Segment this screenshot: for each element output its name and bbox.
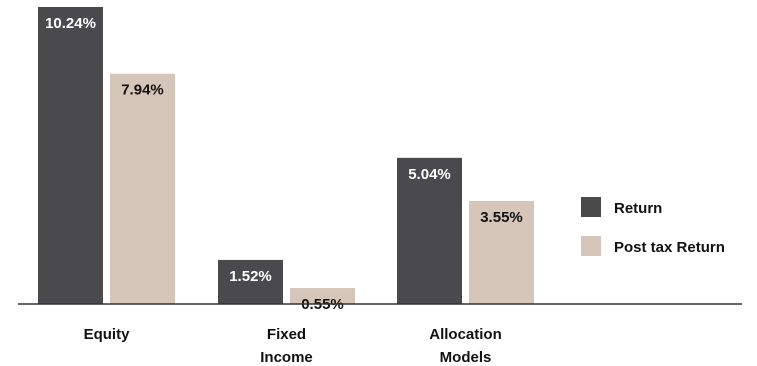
data-label-return-0: 10.24%	[45, 15, 96, 32]
data-label-post-tax-return-2: 3.55%	[480, 209, 523, 226]
legend-label-post-tax-return: Post tax Return	[614, 239, 725, 256]
data-label-return-2: 5.04%	[408, 166, 451, 183]
category-label-0-0: Equity	[84, 326, 130, 343]
category-labels: Equity Fixed Income Allocation Models	[84, 326, 502, 366]
legend-label-return: Return	[614, 200, 662, 217]
bar-post-tax-return-1	[290, 288, 355, 304]
bar-return-2	[397, 157, 462, 304]
data-label-return-1: 1.52%	[229, 268, 272, 285]
bar-return-1	[218, 259, 283, 304]
category-label-2-0: Allocation	[429, 326, 502, 343]
legend-swatch-post-tax-return	[581, 236, 601, 256]
data-label-post-tax-return-0: 7.94%	[121, 82, 164, 99]
bars-group: 10.24%7.94%1.52%0.55%5.04%3.55%	[38, 7, 534, 313]
legend-swatch-return	[581, 197, 601, 217]
category-label-1-1: Income	[260, 349, 313, 366]
bar-return-0	[38, 7, 103, 304]
bar-post-tax-return-2	[469, 201, 534, 304]
bar-post-tax-return-0	[110, 73, 175, 304]
legend: Return Post tax Return	[581, 197, 725, 256]
category-label-2-1: Models	[440, 349, 492, 366]
category-label-1-0: Fixed	[267, 326, 306, 343]
